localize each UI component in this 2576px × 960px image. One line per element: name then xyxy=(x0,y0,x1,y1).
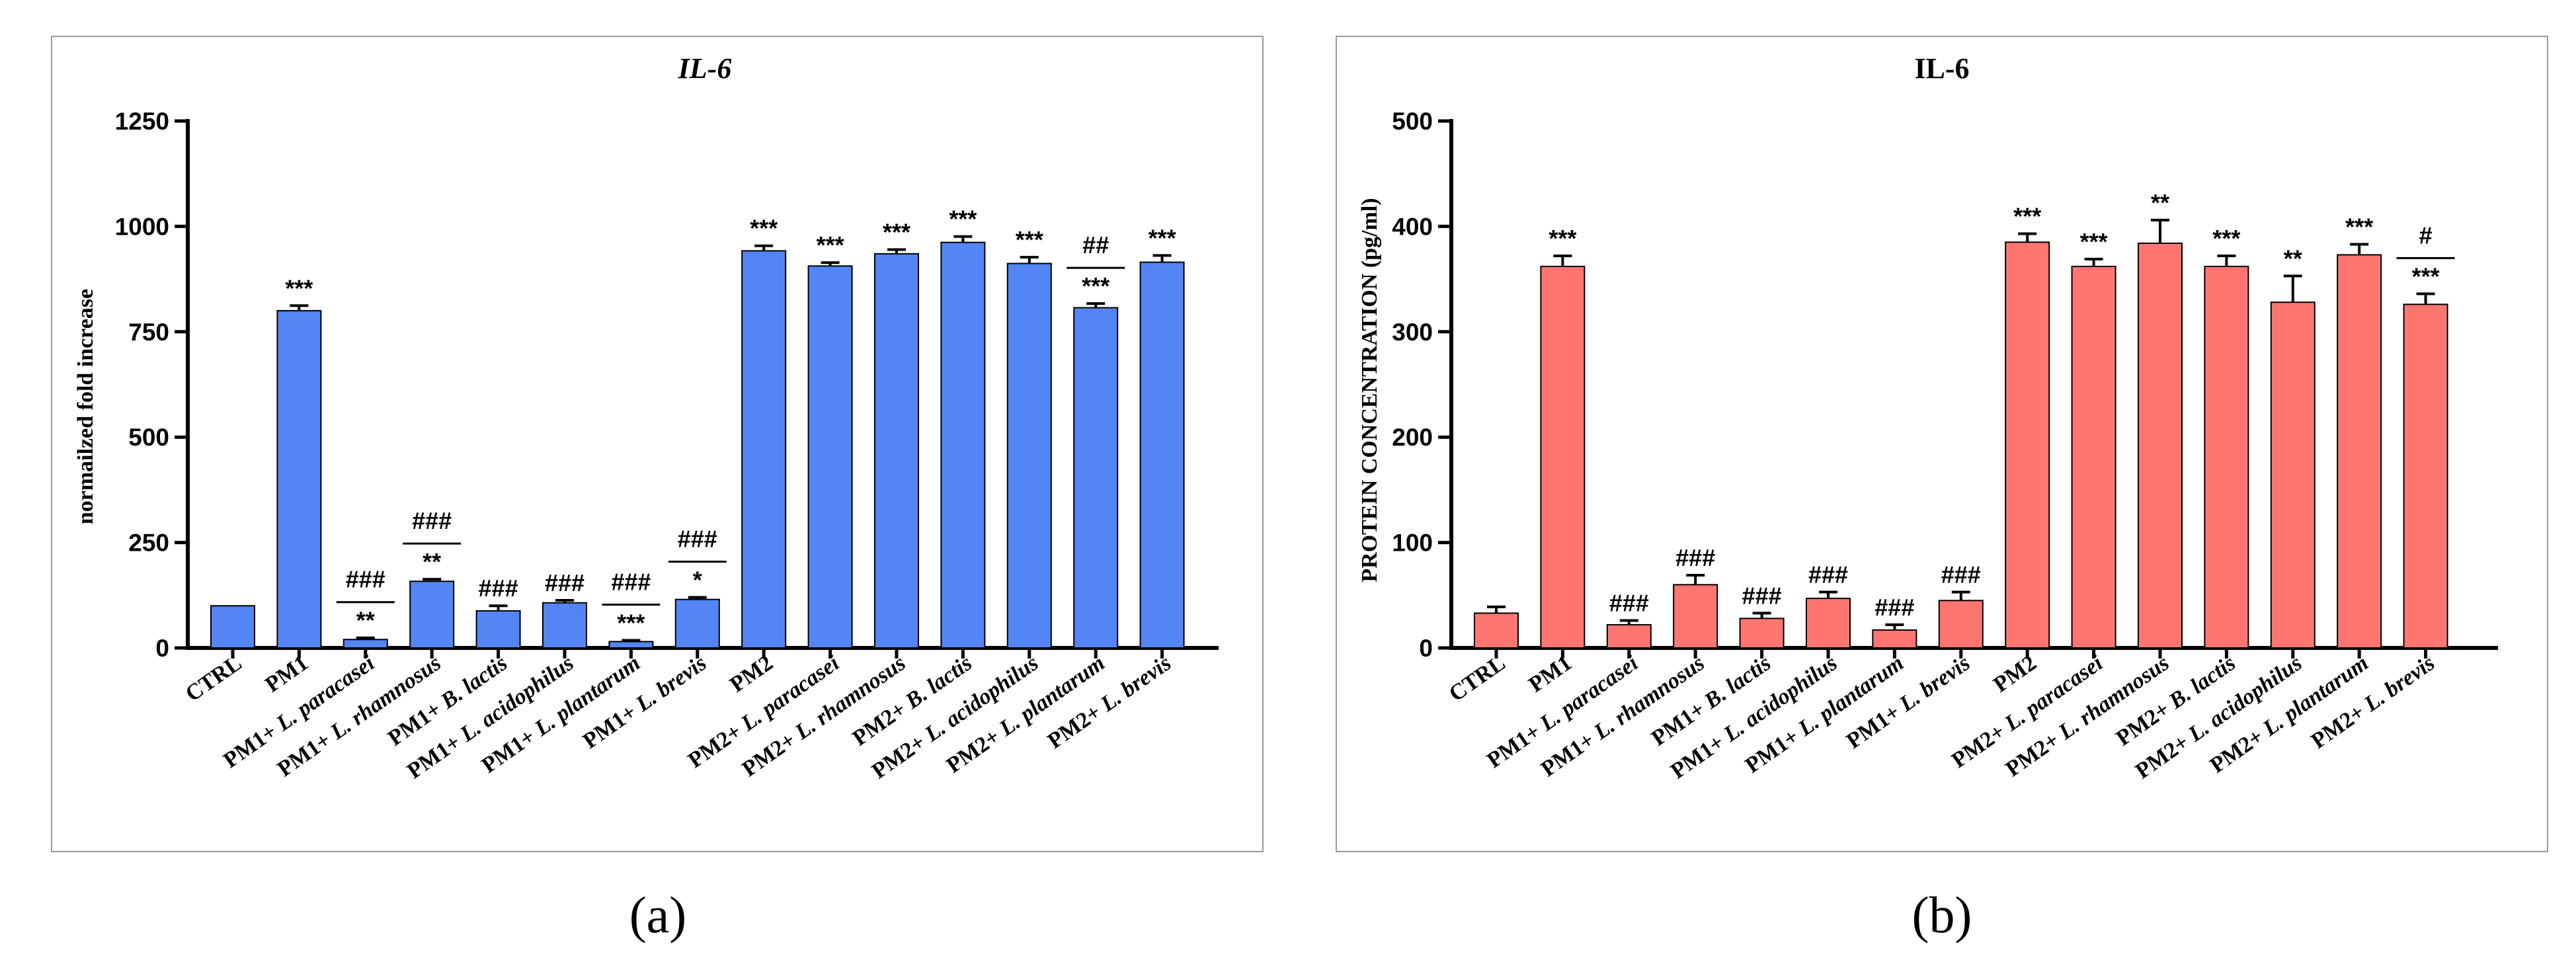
panel-a-title: IL-6 xyxy=(678,52,732,85)
bar xyxy=(940,241,986,649)
significance-label: *** xyxy=(2080,228,2108,255)
bar xyxy=(1606,623,1652,649)
significance-label: ### xyxy=(1941,561,1981,588)
significance-label: ### xyxy=(346,566,385,593)
significance-label: ** xyxy=(356,607,375,634)
significance-label: *** xyxy=(1082,272,1109,300)
bar xyxy=(2270,301,2315,649)
significance-label: ## xyxy=(1082,231,1109,259)
significance-label: *** xyxy=(285,274,313,301)
bar xyxy=(342,639,388,649)
panel-b: IL-6 PROTEIN CONCENTRATION (pg/ml) 0 100 2… xyxy=(1336,36,2548,852)
significance-label: *** xyxy=(949,206,977,233)
significance-label: ** xyxy=(2151,189,2169,216)
significance-label: *** xyxy=(2345,213,2373,240)
significance-label: ### xyxy=(412,507,452,534)
bar xyxy=(674,598,720,649)
panel-b-y-axis-label: PROTEIN CONCENTRATION (pg/ml) xyxy=(1357,198,1382,582)
bar xyxy=(2005,241,2050,649)
bar xyxy=(1938,600,1984,649)
panel-a-y-axis-label: normailzed fold increase xyxy=(73,289,98,524)
y-tick-label: 0 xyxy=(1419,635,1433,662)
panel-b-title: IL-6 xyxy=(1914,52,1969,85)
y-tick-label: 500 xyxy=(128,424,169,451)
significance-label: ### xyxy=(1742,582,1782,609)
bar xyxy=(2204,265,2249,649)
bar xyxy=(2403,303,2448,649)
bar xyxy=(542,602,587,649)
bar xyxy=(2071,265,2116,649)
bar xyxy=(1673,584,1718,649)
panel-a-caption: (a) xyxy=(629,886,687,943)
significance-label: ### xyxy=(479,575,518,602)
bar xyxy=(1806,598,1851,649)
significance-label: ### xyxy=(678,525,717,552)
bar xyxy=(1073,307,1119,649)
y-tick-label: 100 xyxy=(1392,530,1433,557)
y-tick-label: 500 xyxy=(1392,108,1433,135)
significance-label: * xyxy=(693,566,702,593)
bar xyxy=(475,610,521,649)
y-tick-label: 200 xyxy=(1392,424,1433,451)
significance-label: *** xyxy=(1549,225,1576,252)
significance-label: # xyxy=(2419,221,2433,249)
y-tick-label: 1250 xyxy=(115,108,169,135)
y-tick-label: 0 xyxy=(155,635,169,662)
bar xyxy=(1739,618,1785,649)
y-tick-label: 250 xyxy=(128,530,169,557)
significance-label: ** xyxy=(2284,245,2302,272)
panel-b-caption: (b) xyxy=(1912,886,1972,943)
bar xyxy=(409,580,455,649)
significance-label: ### xyxy=(1808,561,1848,588)
significance-label: ### xyxy=(545,569,584,596)
significance-label: *** xyxy=(1016,226,1043,253)
bar xyxy=(2337,254,2382,649)
y-tick-label: 400 xyxy=(1392,213,1433,240)
panel-a: IL-6 normailzed fold increase 0 250 500 750… xyxy=(51,36,1264,852)
significance-label: ### xyxy=(1675,544,1715,571)
significance-label: *** xyxy=(2412,262,2440,290)
bar xyxy=(807,265,853,649)
bar xyxy=(1006,262,1052,649)
significance-label: ### xyxy=(611,569,651,596)
significance-label: *** xyxy=(617,610,645,637)
significance-label: *** xyxy=(750,215,778,242)
significance-label: *** xyxy=(2013,203,2041,230)
significance-label: *** xyxy=(2212,225,2240,252)
y-tick-label: 750 xyxy=(128,319,169,346)
panel-a-frame xyxy=(51,36,1264,852)
significance-label: *** xyxy=(883,218,910,245)
y-tick-label: 300 xyxy=(1392,319,1433,346)
significance-label: ### xyxy=(1874,594,1914,621)
significance-label: *** xyxy=(1148,224,1176,251)
y-tick-label: 1000 xyxy=(115,213,169,240)
bar xyxy=(1872,629,1917,649)
bar xyxy=(608,641,654,649)
bar xyxy=(1540,265,1586,649)
bar xyxy=(2138,242,2183,649)
significance-label: ### xyxy=(1609,590,1649,617)
bar xyxy=(1139,261,1185,649)
bar xyxy=(1474,612,1519,649)
significance-label: ** xyxy=(423,548,441,575)
significance-label: *** xyxy=(817,231,844,259)
bar xyxy=(210,605,255,649)
bar xyxy=(874,253,919,649)
bar xyxy=(276,309,322,649)
bar xyxy=(741,250,787,649)
